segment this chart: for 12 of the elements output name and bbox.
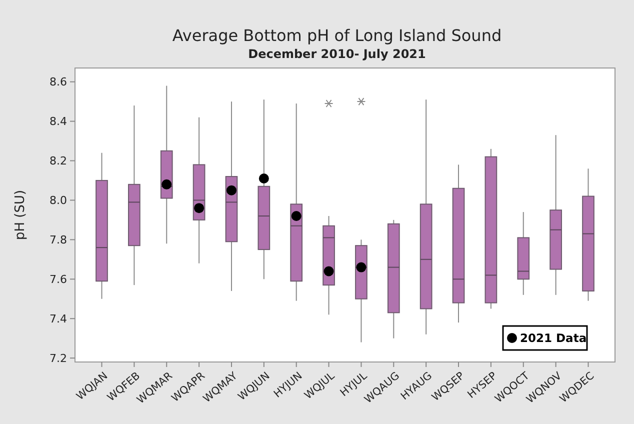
y-axis-title: pH (SU) <box>13 190 28 240</box>
y-tick-label: 8.4 <box>50 115 67 128</box>
y-tick-label: 7.2 <box>50 352 67 365</box>
y-tick-label: 8.0 <box>50 194 67 208</box>
y-tick-label: 8.6 <box>50 76 67 89</box>
y-tick-label: 7.4 <box>50 312 67 326</box>
y-tick-label: 8.2 <box>50 154 67 168</box>
y-tick-label: 7.8 <box>50 234 67 247</box>
y-tick-label: 7.6 <box>50 272 67 286</box>
chart-subtitle: December 2010- July 2021 <box>248 47 426 61</box>
chart-title: Average Bottom pH of Long Island Sound <box>172 26 502 45</box>
legend-label: 2021 Data <box>520 331 587 346</box>
